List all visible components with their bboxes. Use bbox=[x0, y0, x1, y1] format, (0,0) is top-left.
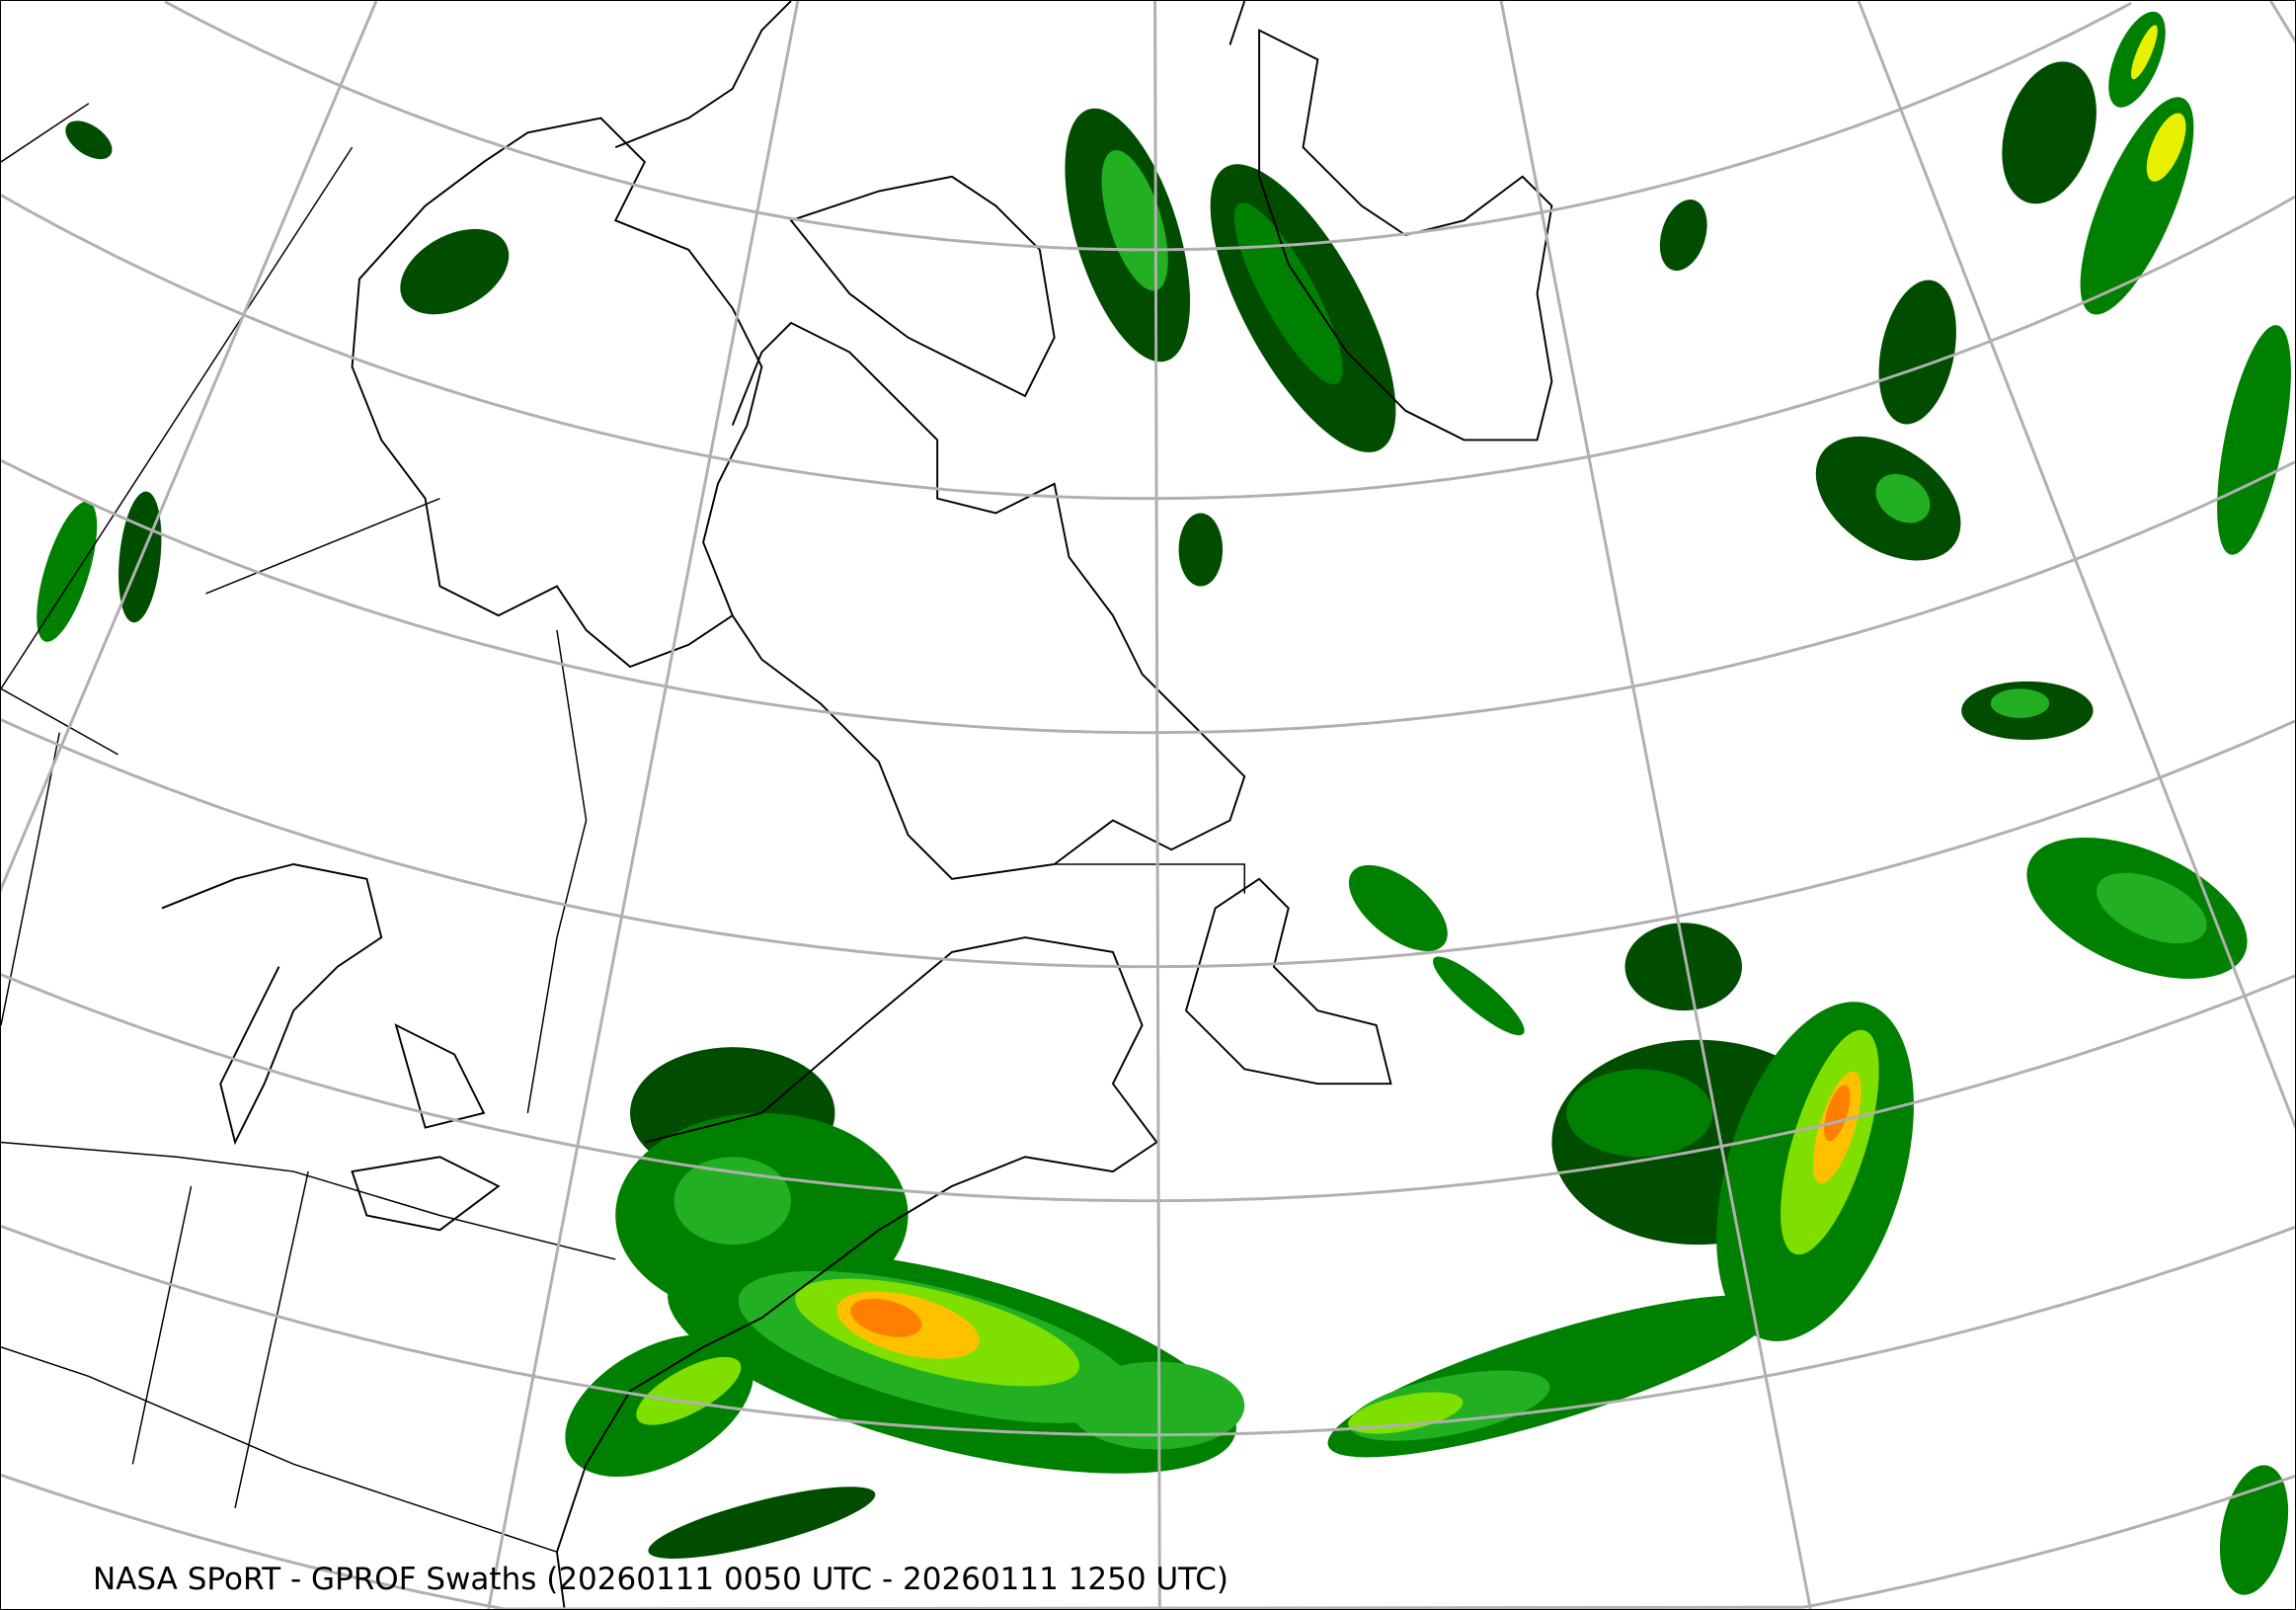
precipitation-swath bbox=[1348, 1392, 1464, 1434]
precipitation-swath bbox=[2002, 61, 2097, 204]
coastline-gulf-st-lawrence bbox=[555, 936, 1158, 1608]
precipitation-swath bbox=[1659, 200, 1707, 271]
coastline-baffin bbox=[614, 1, 1056, 398]
precipitation-swath bbox=[2217, 325, 2291, 555]
latitude-line bbox=[164, 1, 2132, 252]
latitude-line bbox=[1, 1473, 2295, 1609]
coastline-greenland bbox=[1228, 1, 1553, 442]
precipitation-swath bbox=[1069, 1361, 1245, 1450]
latitude-line bbox=[1, 194, 2295, 501]
precipitation-swath bbox=[2146, 113, 2186, 182]
precipitation-swath bbox=[2097, 872, 2207, 944]
precipitation-swath bbox=[673, 1157, 792, 1246]
map-caption: NASA SPoRT - GPROF Swaths (20260111 0050… bbox=[93, 1562, 1228, 1597]
precipitation-swath bbox=[1566, 1069, 1713, 1158]
precipitation-swath bbox=[1990, 688, 2050, 718]
precipitation-swath bbox=[850, 1298, 922, 1337]
precipitation-swath bbox=[2130, 25, 2158, 80]
latitude-line bbox=[1, 458, 2295, 735]
precipitation-swath bbox=[1875, 473, 1931, 523]
longitude-line bbox=[1153, 1, 1161, 1609]
precipitation-swath bbox=[1327, 1295, 1777, 1458]
coastline-labrador bbox=[731, 321, 1246, 880]
longitude-line bbox=[2269, 1, 2295, 43]
longitude-line bbox=[1857, 1, 2295, 1130]
precipitation-swath bbox=[1348, 864, 1448, 951]
precipitation-swath bbox=[65, 121, 113, 160]
precipitation-swath bbox=[1101, 150, 1168, 291]
precipitation-swath bbox=[1433, 956, 1525, 1036]
precipitation-swath bbox=[1878, 280, 1956, 425]
precipitation-swath bbox=[400, 228, 510, 315]
latitude-line bbox=[1, 718, 2295, 969]
latitude-line bbox=[1, 1224, 2295, 1437]
great-lakes bbox=[161, 863, 501, 1232]
precipitation-swath bbox=[2219, 1465, 2289, 1595]
coastlines-borders bbox=[1, 1, 1553, 1608]
longitude-line bbox=[1, 1, 378, 893]
precipitation-swath bbox=[1624, 923, 1742, 1011]
coastline-hudson-bay bbox=[351, 117, 763, 669]
precipitation-swath bbox=[37, 501, 98, 642]
longitude-line bbox=[1499, 1, 1812, 1609]
latitude-line bbox=[1, 973, 2295, 1203]
longitude-line bbox=[487, 1, 800, 1609]
state-province-borders bbox=[1, 103, 1246, 1553]
precipitation-swath bbox=[1824, 1085, 1851, 1142]
precipitation-swath bbox=[1233, 202, 1343, 385]
precipitation-swath bbox=[1178, 513, 1224, 587]
precipitation-layer bbox=[37, 11, 2291, 1595]
precipitation-swath bbox=[636, 1356, 742, 1425]
precipitation-swath bbox=[648, 1487, 876, 1559]
